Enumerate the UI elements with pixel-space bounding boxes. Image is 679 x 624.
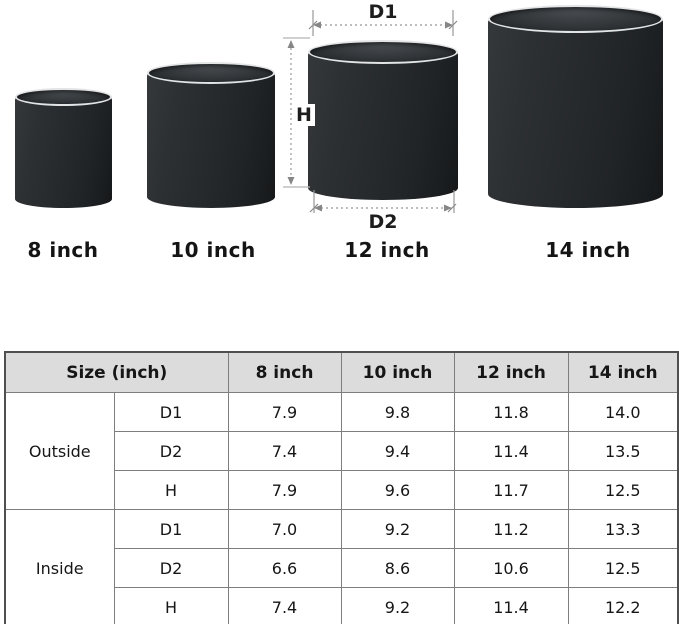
value-cell: 9.2 bbox=[340, 587, 455, 624]
dim-cell: H bbox=[113, 587, 229, 624]
pot-opening bbox=[308, 40, 458, 64]
table-row: H 7.9 9.6 11.7 12.5 bbox=[5, 470, 679, 510]
dimension-label-d2: D2 bbox=[368, 211, 398, 233]
group-label-inside: Inside bbox=[4, 509, 115, 624]
planter-pot-12in bbox=[308, 40, 458, 200]
value-cell: 7.4 bbox=[227, 587, 342, 624]
column-header-14in: 14 inch bbox=[567, 351, 679, 393]
value-cell: 6.6 bbox=[227, 548, 342, 588]
size-spec-table: Size (inch) 8 inch 10 inch 12 inch 14 in… bbox=[4, 351, 679, 624]
value-cell: 9.4 bbox=[340, 431, 455, 471]
pot-body bbox=[147, 73, 275, 208]
pot-body bbox=[308, 52, 458, 200]
value-cell: 9.6 bbox=[340, 470, 455, 510]
value-cell: 11.4 bbox=[453, 431, 569, 471]
table-row: H 7.4 9.2 11.4 12.2 bbox=[5, 587, 679, 624]
table-row: Inside D1 7.0 9.2 11.2 13.3 bbox=[4, 509, 679, 624]
value-cell: 13.5 bbox=[567, 431, 679, 471]
value-cell: 7.4 bbox=[227, 431, 342, 471]
planter-pot-10in bbox=[147, 62, 275, 208]
planter-pot-14in bbox=[488, 5, 663, 208]
pot-opening bbox=[147, 62, 275, 84]
value-cell: 7.0 bbox=[227, 509, 342, 549]
group-label-outside: Outside bbox=[4, 392, 115, 510]
value-cell: 13.3 bbox=[567, 509, 679, 549]
column-header-8in: 8 inch bbox=[227, 351, 342, 393]
column-header-12in: 12 inch bbox=[453, 351, 569, 393]
pot-caption-12in: 12 inch bbox=[344, 238, 430, 262]
value-cell: 11.8 bbox=[453, 392, 569, 432]
pot-body bbox=[488, 19, 663, 208]
pot-caption-8in: 8 inch bbox=[27, 238, 99, 262]
pot-opening bbox=[15, 88, 112, 106]
dim-cell: D2 bbox=[113, 431, 229, 471]
dim-cell: D2 bbox=[113, 548, 229, 588]
pot-caption-14in: 14 inch bbox=[545, 238, 631, 262]
value-cell: 14.0 bbox=[567, 392, 679, 432]
value-cell: 11.7 bbox=[453, 470, 569, 510]
dim-cell: D1 bbox=[113, 392, 229, 432]
table-row: D2 6.6 8.6 10.6 12.5 bbox=[5, 548, 679, 588]
dimension-label-d1: D1 bbox=[368, 1, 398, 23]
value-cell: 11.4 bbox=[453, 587, 569, 624]
dimension-label-h: H bbox=[293, 104, 315, 126]
dim-cell: D1 bbox=[113, 509, 229, 549]
value-cell: 9.8 bbox=[340, 392, 455, 432]
pot-opening bbox=[488, 5, 663, 33]
value-cell: 10.6 bbox=[453, 548, 569, 588]
value-cell: 12.5 bbox=[567, 548, 679, 588]
size-header-cell: Size (inch) bbox=[4, 351, 229, 393]
value-cell: 8.6 bbox=[340, 548, 455, 588]
table-header-row: Size (inch) 8 inch 10 inch 12 inch 14 in… bbox=[4, 351, 679, 393]
value-cell: 7.9 bbox=[227, 470, 342, 510]
value-cell: 7.9 bbox=[227, 392, 342, 432]
pot-caption-10in: 10 inch bbox=[170, 238, 256, 262]
value-cell: 12.2 bbox=[567, 587, 679, 624]
table-row: Outside D1 7.9 9.8 11.8 14.0 bbox=[4, 392, 679, 510]
dim-cell: H bbox=[113, 470, 229, 510]
value-cell: 9.2 bbox=[340, 509, 455, 549]
value-cell: 12.5 bbox=[567, 470, 679, 510]
value-cell: 11.2 bbox=[453, 509, 569, 549]
planter-pot-8in bbox=[15, 88, 112, 208]
column-header-10in: 10 inch bbox=[340, 351, 455, 393]
pot-body bbox=[15, 97, 112, 208]
